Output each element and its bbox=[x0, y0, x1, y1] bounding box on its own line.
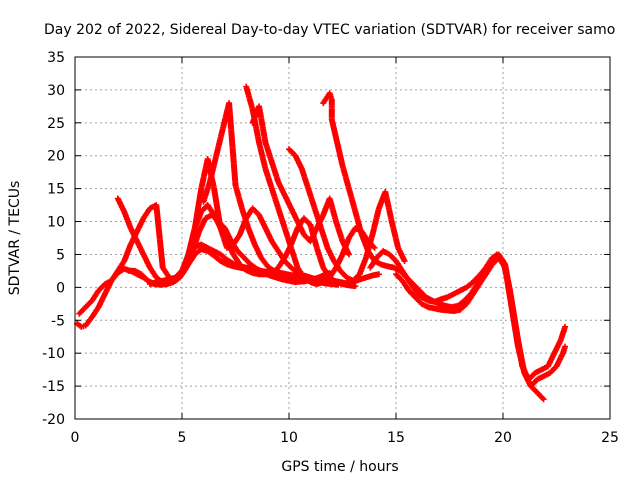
y-axis-ticks: -20 -15 -10 -5 0 5 10 15 20 25 30 35 bbox=[42, 50, 610, 428]
y-tick-label: 0 bbox=[56, 280, 65, 296]
x-tick-label: 10 bbox=[280, 430, 298, 446]
y-tick-label: 15 bbox=[47, 182, 65, 198]
y-tick-label: -5 bbox=[51, 313, 65, 329]
y-tick-label: -20 bbox=[42, 412, 65, 428]
data-series-track-8 bbox=[249, 103, 352, 258]
y-tick-label: -15 bbox=[42, 379, 65, 395]
y-tick-label: 25 bbox=[47, 116, 65, 132]
x-axis-label: GPS time / hours bbox=[281, 459, 398, 475]
x-tick-label: 5 bbox=[178, 430, 187, 446]
x-tick-label: 15 bbox=[387, 430, 405, 446]
y-axis-label: SDTVAR / TECUs bbox=[7, 181, 23, 296]
y-tick-label: -10 bbox=[42, 346, 65, 362]
data-series-track-9 bbox=[286, 146, 408, 284]
y-tick-label: 35 bbox=[47, 50, 65, 66]
x-tick-label: 25 bbox=[601, 430, 619, 446]
y-tick-label: 10 bbox=[47, 215, 65, 231]
x-tick-label: 0 bbox=[71, 430, 80, 446]
y-tick-label: 20 bbox=[47, 149, 65, 165]
data-marks bbox=[74, 83, 569, 403]
x-tick-label: 20 bbox=[494, 430, 512, 446]
y-tick-label: 5 bbox=[56, 247, 65, 263]
data-series-track-10 bbox=[320, 90, 569, 383]
chart-title: Day 202 of 2022, Sidereal Day-to-day VTE… bbox=[44, 22, 615, 38]
data-series-track-12 bbox=[393, 254, 547, 403]
y-tick-label: 30 bbox=[47, 83, 65, 99]
plot-frame bbox=[74, 56, 611, 420]
x-axis-ticks: 0 5 10 15 20 25 bbox=[71, 57, 619, 446]
